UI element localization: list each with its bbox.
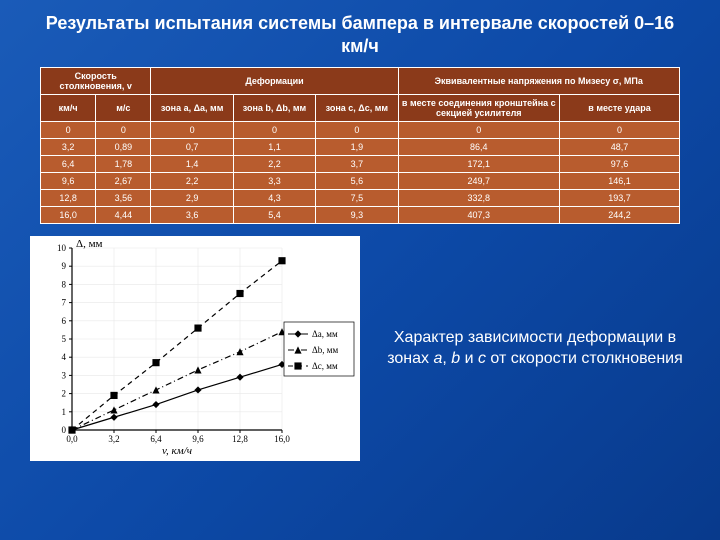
svg-text:v, км/ч: v, км/ч — [162, 445, 192, 457]
table-row: 0000000 — [41, 121, 680, 138]
svg-text:1: 1 — [62, 407, 67, 417]
table-row: 12,83,562,94,37,5332,8193,7 — [41, 189, 680, 206]
table-row: 16,04,443,65,49,3407,3244,2 — [41, 206, 680, 223]
table-cell: 1,78 — [96, 155, 151, 172]
table-cell: 332,8 — [398, 189, 560, 206]
table-cell: 3,56 — [96, 189, 151, 206]
table-cell: 2,9 — [151, 189, 233, 206]
svg-text:Δ, мм: Δ, мм — [76, 238, 103, 250]
table-cell: 0 — [398, 121, 560, 138]
th-impact: в месте удара — [560, 94, 680, 121]
svg-text:3,2: 3,2 — [108, 434, 119, 444]
svg-text:4: 4 — [62, 352, 67, 362]
th-zone-b: зона b, Δb, мм — [233, 94, 315, 121]
table-cell: 2,2 — [151, 172, 233, 189]
page-title: Результаты испытания системы бампера в и… — [30, 12, 690, 59]
table-cell: 5,4 — [233, 206, 315, 223]
svg-text:2: 2 — [62, 388, 67, 398]
table-cell: 4,44 — [96, 206, 151, 223]
results-table: Скорость столкновения, v Деформации Экви… — [40, 67, 680, 224]
table-cell: 407,3 — [398, 206, 560, 223]
table-cell: 7,5 — [316, 189, 398, 206]
table-cell: 146,1 — [560, 172, 680, 189]
table-cell: 0,7 — [151, 138, 233, 155]
svg-text:7: 7 — [62, 297, 67, 307]
deformation-chart: 0123456789100,03,26,49,612,816,0Δ, ммv, … — [30, 236, 360, 461]
chart-caption: Характер зависимости деформации в зонах … — [380, 327, 690, 370]
table-cell: 97,6 — [560, 155, 680, 172]
svg-text:12,8: 12,8 — [232, 434, 248, 444]
table-cell: 6,4 — [41, 155, 96, 172]
svg-text:16,0: 16,0 — [274, 434, 290, 444]
svg-text:9: 9 — [62, 261, 67, 271]
th-kmh: км/ч — [41, 94, 96, 121]
table-cell: 0 — [316, 121, 398, 138]
table-cell: 5,6 — [316, 172, 398, 189]
svg-text:6: 6 — [62, 316, 67, 326]
th-stress: Эквивалентные напряжения по Мизесу σ, МП… — [398, 67, 680, 94]
th-joint: в месте соединения кронштейна с секцией … — [398, 94, 560, 121]
table-row: 6,41,781,42,23,7172,197,6 — [41, 155, 680, 172]
table-cell: 86,4 — [398, 138, 560, 155]
svg-text:Δc, мм: Δc, мм — [312, 361, 338, 371]
table-cell: 0 — [233, 121, 315, 138]
table-cell: 48,7 — [560, 138, 680, 155]
table-cell: 16,0 — [41, 206, 96, 223]
table-cell: 3,3 — [233, 172, 315, 189]
svg-text:10: 10 — [57, 243, 67, 253]
table-cell: 9,3 — [316, 206, 398, 223]
svg-text:Δa, мм: Δa, мм — [312, 329, 338, 339]
table-cell: 9,6 — [41, 172, 96, 189]
svg-text:9,6: 9,6 — [192, 434, 204, 444]
table-cell: 172,1 — [398, 155, 560, 172]
table-cell: 12,8 — [41, 189, 96, 206]
th-zone-a: зона a, Δa, мм — [151, 94, 233, 121]
table-cell: 0 — [151, 121, 233, 138]
table-cell: 1,4 — [151, 155, 233, 172]
table-cell: 4,3 — [233, 189, 315, 206]
table-row: 9,62,672,23,35,6249,7146,1 — [41, 172, 680, 189]
table-cell: 2,67 — [96, 172, 151, 189]
table-cell: 3,6 — [151, 206, 233, 223]
svg-text:3: 3 — [62, 370, 67, 380]
table-cell: 0,89 — [96, 138, 151, 155]
table-cell: 0 — [41, 121, 96, 138]
table-cell: 2,2 — [233, 155, 315, 172]
table-cell: 1,1 — [233, 138, 315, 155]
table-cell: 1,9 — [316, 138, 398, 155]
th-ms: м/с — [96, 94, 151, 121]
table-cell: 3,7 — [316, 155, 398, 172]
svg-text:8: 8 — [62, 279, 67, 289]
th-zone-c: зона c, Δc, мм — [316, 94, 398, 121]
th-deform: Деформации — [151, 67, 398, 94]
svg-text:0,0: 0,0 — [66, 434, 78, 444]
svg-text:Δb, мм: Δb, мм — [312, 345, 338, 355]
th-speed: Скорость столкновения, v — [41, 67, 151, 94]
table-cell: 249,7 — [398, 172, 560, 189]
table-cell: 3,2 — [41, 138, 96, 155]
svg-text:6,4: 6,4 — [150, 434, 162, 444]
table-cell: 0 — [560, 121, 680, 138]
table-cell: 193,7 — [560, 189, 680, 206]
table-cell: 0 — [96, 121, 151, 138]
table-row: 3,20,890,71,11,986,448,7 — [41, 138, 680, 155]
table-cell: 244,2 — [560, 206, 680, 223]
svg-text:5: 5 — [62, 334, 67, 344]
